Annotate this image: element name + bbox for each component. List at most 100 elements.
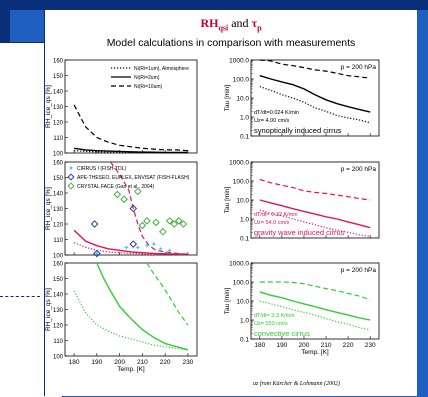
rh-bot-ytick-label: 160: [53, 262, 64, 268]
rh-top-ytick-label: 120: [53, 121, 64, 127]
tau-top-annotation: Uz= 4.00 cm/s: [254, 118, 290, 124]
tau-bot-xtick-label: 220: [343, 342, 354, 349]
slide-subtitle: Model calculations in comparison with me…: [106, 37, 356, 49]
tau-top-ytick-label: 0.1: [240, 134, 249, 141]
tau-bot-annotation: Uz= 550 cm/s: [254, 321, 288, 327]
rh-bot-ytick-label: 130: [53, 308, 64, 314]
tau-bot-ytick-label: 10.0: [236, 299, 249, 306]
rh-mid-point-diamond: [134, 187, 142, 196]
rh-bot-ytick-label: 140: [53, 293, 64, 299]
rh-top-ytick-label: 150: [53, 74, 64, 80]
rh-bot-series-dotted: [73, 290, 188, 351]
rh-mid-point-diamond: [93, 249, 101, 258]
rh-mid-point-diamond: [90, 220, 99, 228]
top-frame-bar: [0, 0, 428, 10]
slide: RHqsi and τp Model calculations in compa…: [44, 10, 417, 396]
title-tau: τ: [251, 16, 258, 30]
rh-mid-point-diamond: [170, 220, 178, 228]
rh-bot-series-solid: [96, 262, 189, 351]
rh-mid-point-diamond: [165, 217, 174, 225]
rh-mid-legend-star: ✦: [68, 165, 74, 173]
rh-top-frame: [64, 59, 198, 154]
title-tau-subscript: p: [257, 23, 262, 33]
rh-mid-point-diamond: [179, 220, 188, 228]
rh-mid-ytick-label: 150: [53, 176, 64, 182]
tau-mid-ytick-label: 10.0: [236, 198, 249, 205]
rh-bot-xlabel: Temp. [K]: [117, 366, 145, 373]
tau-top-frame: [250, 59, 380, 137]
rh-bot-xtick-label: 220: [160, 359, 171, 366]
rh-mid-point-star: ✦: [158, 245, 164, 253]
slide-title: RHqsi and τp: [45, 16, 417, 32]
rh-mid-point-diamond: [175, 217, 183, 225]
rh-bot-frame: [64, 262, 198, 357]
rh-bot-ytick-label: 150: [53, 277, 64, 283]
tau-top-annotation: dT/dt=0.024 K/min: [254, 110, 299, 116]
tau-top-series-solid: [259, 75, 371, 113]
rh-mid-point-star: ✦: [135, 244, 141, 252]
tau-top-ytick-label: 10.0: [236, 96, 249, 103]
tau-bot-xtick-label: 210: [321, 342, 332, 349]
rh-bot-ylabel: RH_ice_qs [%]: [45, 288, 52, 331]
rh-bot-xtick-label: 230: [182, 359, 193, 366]
tau-top-ylabel: Tau [min]: [224, 85, 231, 112]
charts-canvas: 100 110 120 130 140 150 160 RH_ice_qs [%] Ni(Ri=…: [45, 58, 380, 373]
rh-top-legend-label: Ni(Ri=2um): [134, 75, 160, 81]
rh-mid-point-diamond: [120, 195, 128, 203]
tau-bot-xlabel: Temp. [K]: [301, 349, 329, 356]
rh-bot-ytick-label: 100: [53, 355, 64, 361]
rh-top-legend-label: Ni(Ri=1um), Atmosphere: [134, 66, 189, 72]
rh-bot-ytick-label: 110: [53, 339, 63, 345]
rh-mid-point-diamond: [129, 240, 138, 248]
tau-mid-annotation: Uz= 54.0 cm/s: [254, 220, 290, 226]
tau-mid-series-solid: [259, 199, 371, 229]
tau-bot-frame: [250, 262, 380, 340]
tau-bot-ylabel: Tau [min]: [224, 288, 231, 315]
tau-mid-series-dotted: [259, 209, 371, 238]
tau-top-pressure-label: p = 200 hPa: [341, 64, 377, 71]
rh-top-ytick-label: 140: [53, 90, 64, 96]
tau-mid-frame: [250, 161, 380, 239]
rh-mid-legend-diamond: [67, 182, 75, 190]
rh-mid-point-star: ✦: [151, 241, 157, 249]
tau-mid-ytick-label: 1000.0: [229, 160, 249, 167]
tau-bot-caption: convective cirrus: [254, 329, 310, 338]
rh-mid-point-diamond: [143, 217, 151, 225]
rh-top-ytick-label: 160: [53, 59, 64, 65]
rh-top-series-solid: [74, 147, 188, 154]
tau-top-ytick-label: 1000.0: [229, 58, 249, 65]
tau-mid-series-dashed: [259, 178, 371, 201]
rh-mid-point-diamond: [113, 190, 122, 199]
rh-mid-point-star: ✦: [167, 247, 173, 255]
rh-top-ytick-label: 130: [53, 105, 64, 111]
tau-bot-xtick-label: 190: [276, 342, 287, 349]
rh-bot-xtick-label: 200: [114, 359, 125, 366]
rh-mid-point-star: ✦: [124, 244, 130, 252]
tau-bot-series-solid: [259, 291, 371, 321]
title-rh-subscript: qsi: [218, 23, 229, 33]
rh-mid-ytick-label: 120: [53, 223, 64, 229]
tau-mid-pressure-label: p = 200 hPa: [341, 166, 377, 173]
tau-bot-pressure-label: p = 200 hPa: [341, 267, 377, 274]
rh-bot-xtick-label: 180: [69, 359, 80, 366]
tau-bot-ytick-label: 1.0: [240, 318, 249, 325]
left-background-panel-lower: [0, 296, 40, 397]
tau-top-series-dashed: [259, 59, 371, 79]
tau-top-ytick-label: 1.0: [240, 115, 249, 122]
rh-top-ytick-label: 110: [53, 136, 63, 142]
tau-mid-annotation: dT/dt= 0.32 K/min: [254, 212, 298, 218]
rh-mid-point-diamond: [152, 218, 160, 227]
rh-top-legend-label: Ni(Ri=10um): [134, 84, 163, 90]
rh-mid-series-solid: [73, 229, 188, 255]
rh-mid-ytick-label: 140: [53, 192, 64, 198]
rh-bot-xtick-label: 210: [137, 359, 148, 366]
rh-mid-ytick-label: 110: [53, 238, 63, 244]
rh-mid-legend-label: APE-THESEO, EUPLEX, ENVISAT (FISH-FLASH): [77, 175, 190, 181]
tau-bot-series-dotted: [259, 300, 371, 331]
tau-bot-xtick-label: 200: [299, 342, 310, 349]
rh-mid-point-diamond: [159, 228, 167, 236]
tau-bot-ytick-label: 100.0: [233, 280, 250, 287]
tau-bot-ytick-label: 0.1: [240, 337, 249, 344]
tau-bot-series-dashed: [259, 281, 371, 301]
tau-mid-ytick-label: 1.0: [240, 217, 249, 224]
